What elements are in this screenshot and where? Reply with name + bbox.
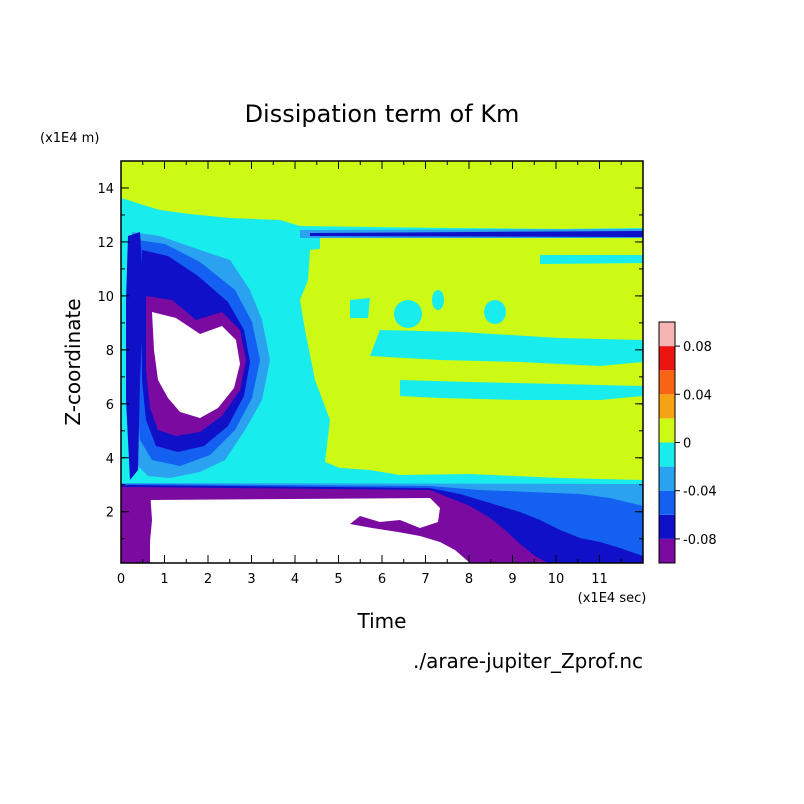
colorbar-swatch	[659, 538, 675, 563]
lower-left-core	[121, 490, 152, 563]
x-tick-label: 0	[117, 572, 125, 587]
upper-deep-fringe	[310, 231, 643, 237]
x-tick-label: 7	[421, 572, 429, 587]
y-tick-label: 14	[97, 182, 114, 197]
y-tick-label: 4	[106, 452, 114, 467]
cyan-island-3	[400, 380, 643, 400]
middle-zero-upper-strip	[320, 238, 643, 250]
colorbar-tick-label: -0.08	[683, 533, 717, 548]
x-tick-label: 6	[378, 572, 386, 587]
cyan-island-1	[540, 255, 643, 264]
x-tick-label: 11	[591, 572, 608, 587]
left-edge-column	[126, 232, 144, 480]
left-white-core	[152, 312, 240, 418]
x-axis-label: Time	[357, 609, 407, 633]
cyan-island-2	[370, 330, 643, 366]
y-unit-label: (x1E4 m)	[40, 131, 99, 146]
cyan-island-6	[484, 300, 506, 324]
upper-zero-layer	[121, 161, 643, 229]
cyan-island-4	[350, 298, 370, 318]
y-tick-label: 10	[97, 290, 114, 305]
y-tick-label: 12	[97, 236, 114, 251]
y-tick-label: 6	[106, 398, 114, 413]
contour-field	[121, 161, 643, 563]
x-tick-label: 4	[291, 572, 299, 587]
colorbar-swatch	[659, 418, 675, 443]
cyan-island-5	[394, 300, 422, 328]
cyan-island-7	[432, 290, 444, 310]
x-tick-label: 10	[548, 572, 565, 587]
x-tick-label: 8	[465, 572, 473, 587]
y-tick-label: 2	[106, 506, 114, 521]
x-axis-ticks: 0 1 2 3 4 5 6 7 8 9 10 11	[117, 161, 644, 587]
x-tick-label: 2	[204, 572, 212, 587]
source-annotation: ./arare-jupiter_Zprof.nc	[413, 649, 643, 673]
middle-zero-layer	[300, 246, 643, 480]
colorbar-swatch	[659, 370, 675, 395]
x-tick-label: 9	[508, 572, 516, 587]
colorbar-swatch	[659, 394, 675, 419]
colorbar-swatch	[659, 442, 675, 467]
colorbar-swatch	[659, 514, 675, 539]
chart-title: Dissipation term of Km	[245, 100, 520, 128]
colorbar-tick-label: -0.04	[683, 485, 717, 500]
x-tick-label: 5	[334, 572, 342, 587]
colorbar-tick-label: 0	[683, 437, 691, 452]
colorbar: -0.08 -0.04 0 0.04 0.08	[658, 321, 717, 564]
colorbar-tick-label: 0.08	[683, 340, 712, 355]
y-axis-label: Z-coordinate	[61, 298, 85, 425]
y-axis-ticks: 2 4 6 8 10 12 14	[97, 160, 643, 540]
x-tick-label: 3	[247, 572, 255, 587]
colorbar-swatch	[659, 346, 675, 371]
x-unit-label: (x1E4 sec)	[578, 591, 647, 606]
colorbar-swatch	[659, 322, 675, 347]
colorbar-swatch	[659, 490, 675, 515]
colorbar-swatch	[659, 466, 675, 491]
lower-white-core	[150, 498, 470, 563]
x-tick-label: 1	[160, 572, 168, 587]
y-tick-label: 8	[106, 344, 114, 359]
colorbar-tick-label: 0.04	[683, 388, 712, 403]
